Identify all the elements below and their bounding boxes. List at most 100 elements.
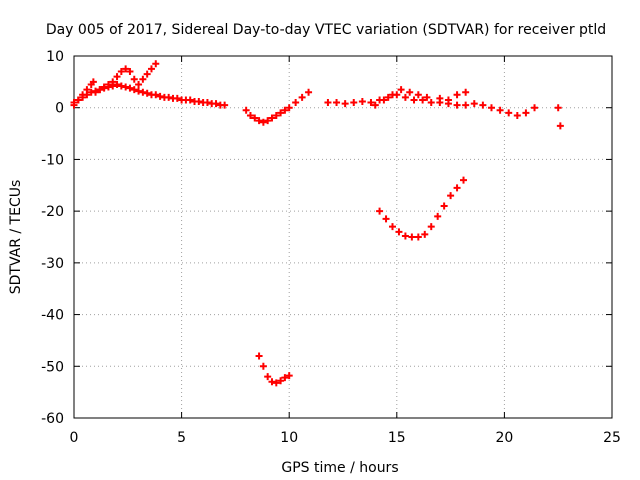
data-point — [419, 96, 427, 104]
data-point — [427, 223, 435, 231]
data-point — [113, 80, 121, 88]
data-point — [117, 68, 125, 76]
grid-lines — [74, 56, 612, 418]
data-point — [285, 104, 293, 112]
data-point — [453, 184, 461, 192]
data-point — [341, 100, 349, 108]
data-point — [554, 104, 562, 112]
data-point — [414, 91, 422, 99]
data-point — [92, 88, 100, 96]
data-point — [126, 68, 134, 76]
data-point — [264, 117, 272, 125]
y-tick-label: 0 — [55, 101, 64, 117]
x-tick-label: 20 — [495, 430, 513, 446]
data-point — [109, 78, 117, 86]
data-point — [143, 70, 151, 78]
data-point — [122, 65, 130, 73]
data-point — [531, 104, 539, 112]
data-point — [268, 378, 276, 386]
data-point — [382, 215, 390, 223]
series-midday-dip — [242, 88, 313, 126]
data-point — [221, 101, 229, 109]
data-point — [427, 99, 435, 107]
data-point — [410, 96, 418, 104]
data-point — [440, 202, 448, 210]
y-tick-label: 10 — [46, 49, 64, 65]
data-point — [139, 88, 147, 96]
data-point — [384, 93, 392, 101]
data-point — [444, 96, 452, 104]
x-tick-label: 5 — [177, 430, 186, 446]
data-point — [367, 99, 375, 107]
data-point — [434, 212, 442, 220]
data-point — [135, 80, 143, 88]
x-tick-label: 15 — [388, 430, 406, 446]
data-point — [401, 232, 409, 240]
data-point — [113, 73, 121, 81]
axis-ticks — [73, 55, 613, 419]
data-point — [453, 101, 461, 109]
data-point — [83, 86, 91, 94]
series-arc-dip — [376, 176, 468, 241]
data-point — [195, 98, 203, 106]
data-point — [117, 82, 125, 90]
data-point — [292, 99, 300, 107]
data-point — [305, 88, 313, 96]
data-point — [203, 99, 211, 107]
data-point — [268, 114, 276, 122]
data-point — [496, 106, 504, 114]
data-point — [395, 228, 403, 236]
data-point — [281, 106, 289, 114]
data-point — [522, 109, 530, 117]
data-point — [259, 118, 267, 126]
data-point — [255, 352, 263, 360]
data-point — [281, 374, 289, 382]
data-point — [401, 93, 409, 101]
data-point — [285, 372, 293, 380]
data-point — [376, 207, 384, 215]
series-early-tracks — [70, 60, 160, 109]
data-point — [460, 176, 468, 184]
data-point — [89, 78, 97, 86]
data-point — [165, 93, 173, 101]
data-point — [406, 88, 414, 96]
data-point — [358, 98, 366, 106]
data-point — [505, 109, 513, 117]
x-tick-label: 25 — [603, 430, 621, 446]
data-point — [173, 94, 181, 102]
data-point — [397, 86, 405, 94]
data-point — [104, 80, 112, 88]
x-tick-label: 10 — [280, 430, 298, 446]
data-point — [246, 111, 254, 119]
y-tick-label: -30 — [41, 256, 64, 272]
y-axis-label: SDTVAR / TECUs — [8, 180, 24, 295]
data-point — [259, 362, 267, 370]
data-point — [212, 100, 220, 108]
series-baseline-late — [324, 91, 539, 119]
data-point — [513, 111, 521, 119]
data-point — [135, 87, 143, 95]
data-point — [462, 88, 470, 96]
data-point — [470, 100, 478, 108]
data-point — [371, 101, 379, 109]
data-point — [380, 96, 388, 104]
data-point — [272, 379, 280, 387]
series-isolated — [554, 104, 564, 130]
data-point — [96, 86, 104, 94]
data-point — [487, 104, 495, 112]
data-point — [462, 101, 470, 109]
y-tick-label: -60 — [41, 411, 64, 427]
data-point — [333, 99, 341, 107]
series-late-tracks — [371, 86, 470, 109]
data-point — [479, 101, 487, 109]
data-point — [423, 93, 431, 101]
data-point — [70, 101, 78, 109]
data-point — [277, 377, 285, 385]
tick-labels: 0 5 10 15 20 25 10 0 -10 -20 -30 -40 -50 -60 — [41, 49, 621, 446]
data-point — [264, 373, 272, 381]
data-point — [139, 75, 147, 83]
data-point — [298, 93, 306, 101]
data-point — [388, 91, 396, 99]
data-point — [414, 233, 422, 241]
